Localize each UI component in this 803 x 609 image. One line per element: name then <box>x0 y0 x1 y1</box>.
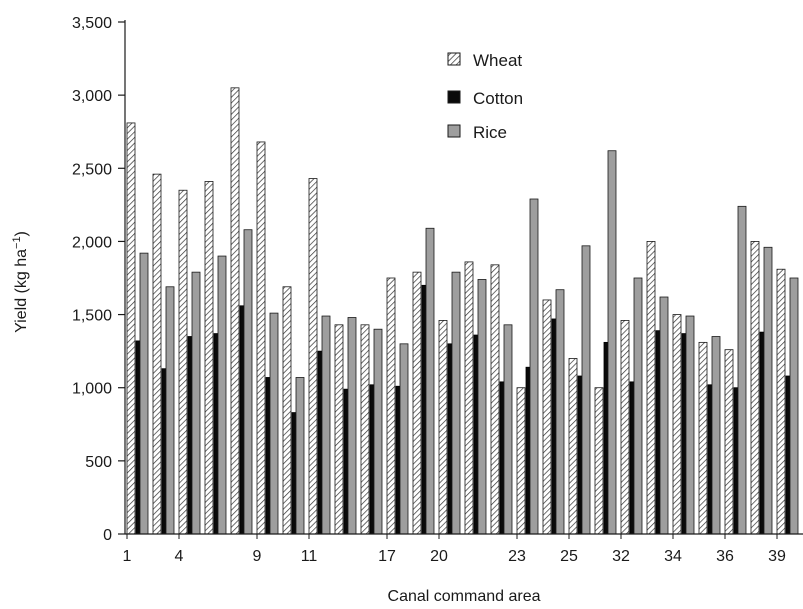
bar-rice-13 <box>477 279 487 535</box>
bar-rice-20 <box>659 296 669 535</box>
bar-rice-9 <box>373 328 383 535</box>
bar-wheat-18 <box>594 387 604 535</box>
bar-rice-7 <box>321 315 331 535</box>
x-tick-label: 25 <box>560 548 578 565</box>
bar-rice-17 <box>581 245 591 535</box>
bar-group <box>126 87 799 535</box>
bar-rice-5 <box>269 312 279 535</box>
y-tick-label: 500 <box>85 454 112 471</box>
bar-rice-24 <box>763 246 773 535</box>
bar-wheat-25 <box>776 268 786 535</box>
legend-label-rice: Rice <box>473 123 507 142</box>
bar-wheat-1 <box>152 173 162 535</box>
bar-rice-6 <box>295 377 305 535</box>
bar-wheat-19 <box>620 320 630 535</box>
legend-label-wheat: Wheat <box>473 51 522 70</box>
x-tick-label: 4 <box>175 548 184 565</box>
bar-wheat-2 <box>178 189 188 535</box>
bar-wheat-23 <box>724 349 734 535</box>
x-tick-label: 23 <box>508 548 526 565</box>
x-tick-label: 20 <box>430 548 448 565</box>
bar-wheat-10 <box>386 277 396 535</box>
y-tick-label: 1,000 <box>72 381 112 398</box>
x-tick-label: 39 <box>768 548 786 565</box>
bar-rice-16 <box>555 289 565 535</box>
bar-rice-23 <box>737 205 747 535</box>
bar-wheat-21 <box>672 314 682 535</box>
y-axis-title-end: ) <box>13 231 30 236</box>
x-tick-label: 9 <box>253 548 262 565</box>
bar-rice-11 <box>425 227 435 535</box>
bar-rice-10 <box>399 343 409 535</box>
y-axis-title-superscript: −1 <box>11 236 23 249</box>
bar-wheat-8 <box>334 324 344 535</box>
bar-rice-14 <box>503 324 513 535</box>
bar-wheat-5 <box>256 141 266 535</box>
bar-wheat-24 <box>750 241 760 535</box>
bar-rice-0 <box>139 252 149 535</box>
bar-wheat-20 <box>646 241 656 535</box>
bar-rice-2 <box>191 271 201 535</box>
x-tick-label: 34 <box>664 548 682 565</box>
bar-wheat-6 <box>282 286 292 535</box>
x-axis: 14911172023253234363942 <box>123 533 803 565</box>
legend-swatch-rice <box>447 124 461 138</box>
bar-wheat-16 <box>542 299 552 535</box>
bar-rice-8 <box>347 317 357 535</box>
y-tick-label: 3,500 <box>72 15 112 32</box>
bar-rice-1 <box>165 286 175 535</box>
bar-wheat-0 <box>126 122 136 535</box>
bar-wheat-13 <box>464 261 474 535</box>
x-tick-label: 32 <box>612 548 630 565</box>
x-tick-label: 17 <box>378 548 396 565</box>
bar-rice-4 <box>243 229 253 535</box>
y-axis: 0 500 1,000 1,500 2,000 2,500 3,000 3,500 <box>72 15 126 544</box>
bar-rice-18 <box>607 150 617 535</box>
legend: Wheat Cotton Rice <box>447 51 523 142</box>
y-tick-label: 1,500 <box>72 308 112 325</box>
y-tick-label: 2,500 <box>72 161 112 178</box>
x-tick-label: 1 <box>123 548 132 565</box>
y-tick-label: 2,000 <box>72 234 112 251</box>
legend-label-cotton: Cotton <box>473 89 523 108</box>
bar-rice-15 <box>529 198 539 535</box>
bar-wheat-12 <box>438 320 448 535</box>
legend-swatch-cotton <box>447 90 461 104</box>
bar-wheat-7 <box>308 178 318 535</box>
bar-wheat-9 <box>360 324 370 535</box>
bar-wheat-14 <box>490 264 500 535</box>
x-tick-label: 11 <box>301 548 318 565</box>
legend-swatch-wheat <box>447 52 461 66</box>
y-tick-label: 0 <box>103 527 112 544</box>
bar-wheat-11 <box>412 271 422 535</box>
bar-wheat-15 <box>516 387 526 535</box>
x-axis-title: Canal command area <box>388 588 541 605</box>
bar-wheat-4 <box>230 87 240 535</box>
bar-wheat-17 <box>568 358 578 535</box>
bar-rice-19 <box>633 277 643 535</box>
y-tick-label: 3,000 <box>72 88 112 105</box>
bar-rice-22 <box>711 336 721 535</box>
bar-rice-3 <box>217 255 227 535</box>
bar-rice-25 <box>789 277 799 535</box>
bar-wheat-22 <box>698 341 708 535</box>
bar-wheat-3 <box>204 181 214 535</box>
x-tick-label: 36 <box>716 548 734 565</box>
bar-rice-21 <box>685 315 695 535</box>
y-axis-title: Yield (kg ha−1) <box>11 231 30 333</box>
bar-rice-12 <box>451 271 461 535</box>
